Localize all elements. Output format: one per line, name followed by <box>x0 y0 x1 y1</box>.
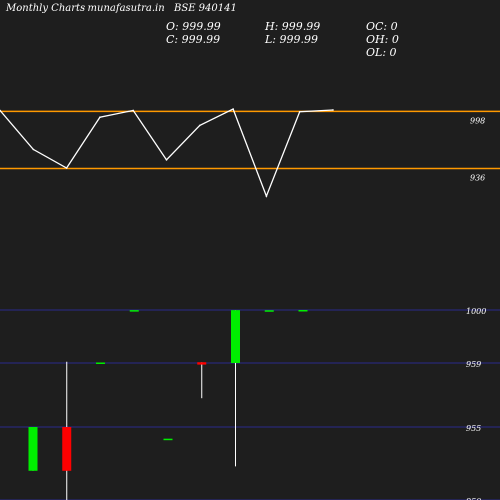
price-line <box>0 108 334 198</box>
oh-value: OH: 0 <box>366 33 399 46</box>
line-point-4 <box>132 109 134 112</box>
open-value: O: 999.99 <box>166 20 221 33</box>
oc-value: OC: 0 <box>366 20 398 33</box>
candle-body-8 <box>298 310 308 312</box>
line-point-7 <box>232 108 234 110</box>
candle-body-1 <box>62 427 72 471</box>
line-point-9 <box>298 110 301 113</box>
symbol-label: BSE 940141 <box>174 3 237 14</box>
line-point-5 <box>165 159 168 161</box>
line-point-10 <box>332 109 334 111</box>
candle-tick-label-0: 1000 <box>466 307 486 316</box>
line-tick-label-1: 936 <box>470 173 485 182</box>
candle-body-0 <box>28 427 38 471</box>
candle-body-3 <box>129 310 139 312</box>
line-point-8 <box>265 195 268 197</box>
high-value: H: 999.99 <box>265 20 321 33</box>
chart-brand: Monthly Charts <box>6 3 86 14</box>
site-name: - munafasutra.in <box>81 3 165 14</box>
line-point-1 <box>32 148 35 151</box>
candle-tick-label-2: 955 <box>466 424 481 433</box>
low-value: L: 999.99 <box>265 33 318 46</box>
line-point-2 <box>65 167 68 169</box>
close-value: C: 999.99 <box>166 33 221 46</box>
candle-body-2 <box>96 362 105 364</box>
candle-body-4 <box>163 438 173 441</box>
candle-body-5 <box>197 362 207 365</box>
line-point-3 <box>99 116 101 119</box>
ol-value: OL: 0 <box>366 46 397 59</box>
line-point-6 <box>199 124 201 127</box>
candle-body-6 <box>231 310 240 363</box>
line-point-0 <box>0 109 1 112</box>
candle-tick-label-3: 950 <box>466 497 481 500</box>
candle-body-7 <box>264 310 274 312</box>
line-tick-label-0: 998 <box>470 116 485 125</box>
candle-tick-label-1: 959 <box>466 360 481 369</box>
